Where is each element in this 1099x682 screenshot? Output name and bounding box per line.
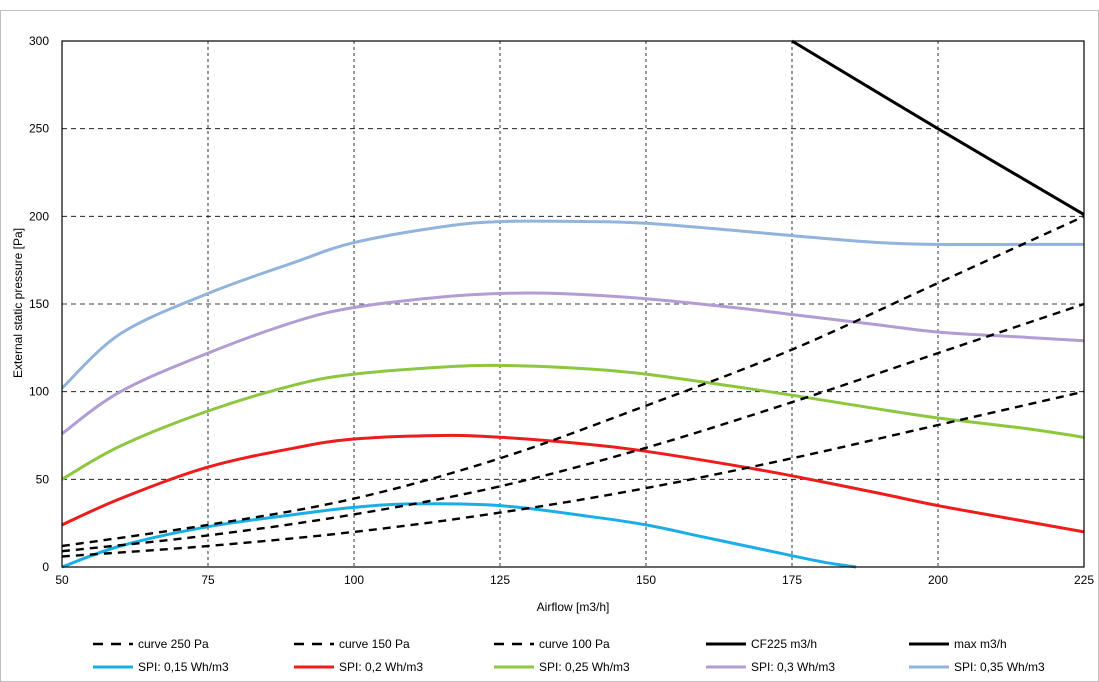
x-tick-label: 100 [344,573,364,587]
y-tick-label: 300 [29,34,49,48]
series-line-spi-0-35-wh-m3 [60,219,1084,390]
y-tick-label: 0 [42,560,49,574]
plot-area-border [61,40,1085,568]
series-line-spi-0-2-wh-m3 [61,433,1085,534]
legend-label-spi-0-25-wh-m3: SPI: 0,25 Wh/m3 [539,660,630,674]
series-line-cf225-m3-h [791,39,1085,216]
series-line-curve-250-pa [61,215,1085,548]
tick-labels: 50 75 100 125 150 175 200 225 0 50 100 150 200 250 300 [29,34,1094,587]
legend-label-curve-100-pa: curve 100 Pa [539,637,610,651]
x-tick-label: 200 [928,573,948,587]
y-tick-label: 250 [29,122,49,136]
legend-label-curve-250-pa: curve 250 Pa [138,637,209,651]
y-axis-title: External static pressure [Pa] [11,228,25,378]
legend-label-spi-0-15-wh-m3: SPI: 0,15 Wh/m3 [138,660,229,674]
x-tick-label: 75 [201,573,215,587]
series-lines [60,39,1085,569]
legend: curve 250 Pa curve 150 Pa curve 100 Pa CF22… [93,637,1045,674]
series-line-curve-100-pa [61,390,1085,558]
grid-lines [62,41,1084,567]
legend-label-max-m3-h: max m3/h [954,637,1007,651]
x-tick-label: 225 [1074,573,1094,587]
x-axis-title: Airflow [m3/h] [537,600,610,614]
x-tick-label: 50 [55,573,69,587]
series-line-curve-150-pa [61,302,1085,553]
legend-label-spi-0-3-wh-m3: SPI: 0,3 Wh/m3 [751,660,835,674]
legend-label-spi-0-2-wh-m3: SPI: 0,2 Wh/m3 [339,660,423,674]
y-tick-label: 100 [29,385,49,399]
y-tick-label: 200 [29,209,49,223]
y-tick-label: 150 [29,297,49,311]
series-line-spi-0-3-wh-m3 [61,291,1085,435]
legend-label-spi-0-35-wh-m3: SPI: 0,35 Wh/m3 [954,660,1045,674]
x-tick-label: 125 [490,573,510,587]
x-tick-label: 175 [782,573,802,587]
y-tick-label: 50 [36,472,50,486]
series-line-spi-0-25-wh-m3 [61,363,1085,481]
legend-label-curve-150-pa: curve 150 Pa [339,637,410,651]
legend-label-cf225-m3-h: CF225 m3/h [751,637,817,651]
series-line-spi-0-15-wh-m3 [61,502,857,569]
chart-border [0,10,1099,682]
x-tick-label: 150 [636,573,656,587]
